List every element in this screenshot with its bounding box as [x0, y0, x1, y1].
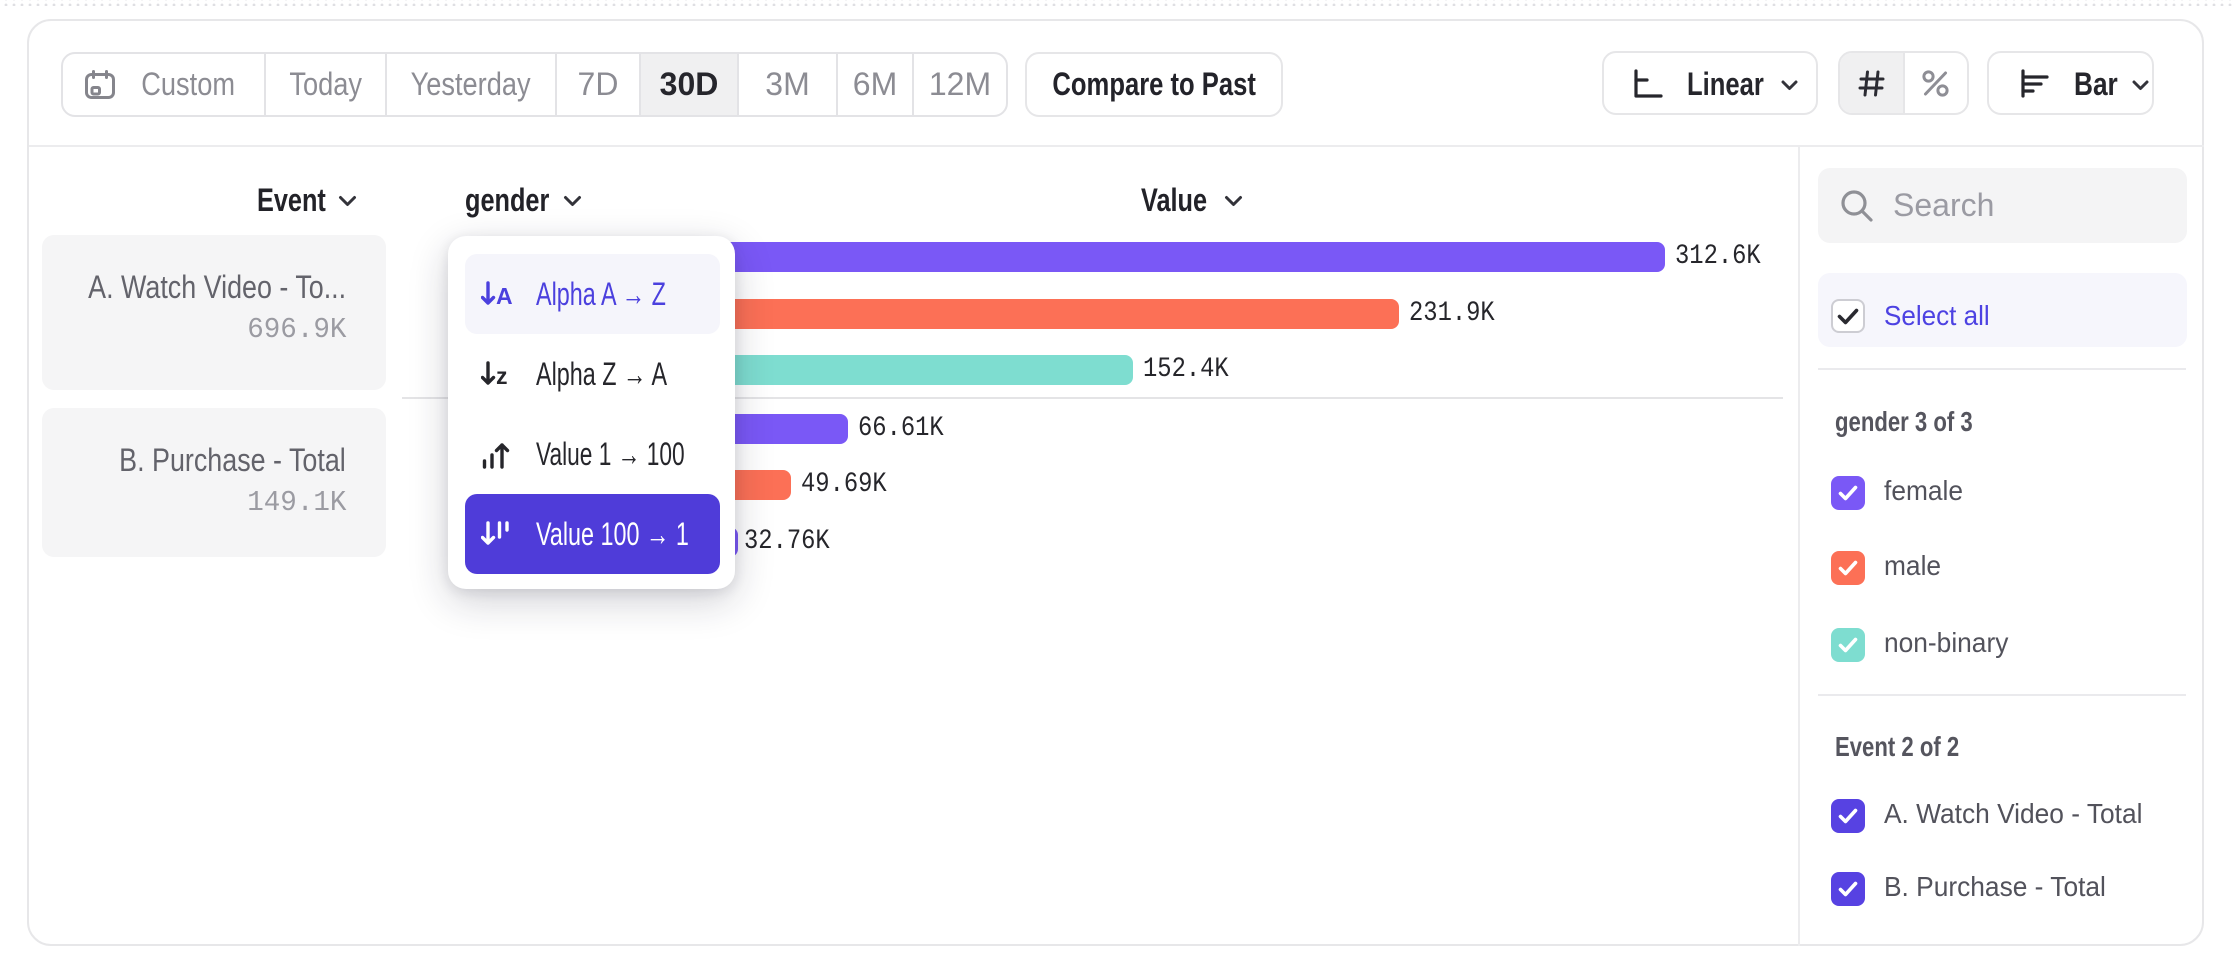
svg-text:z: z: [496, 363, 508, 389]
svg-text:A: A: [496, 283, 513, 309]
